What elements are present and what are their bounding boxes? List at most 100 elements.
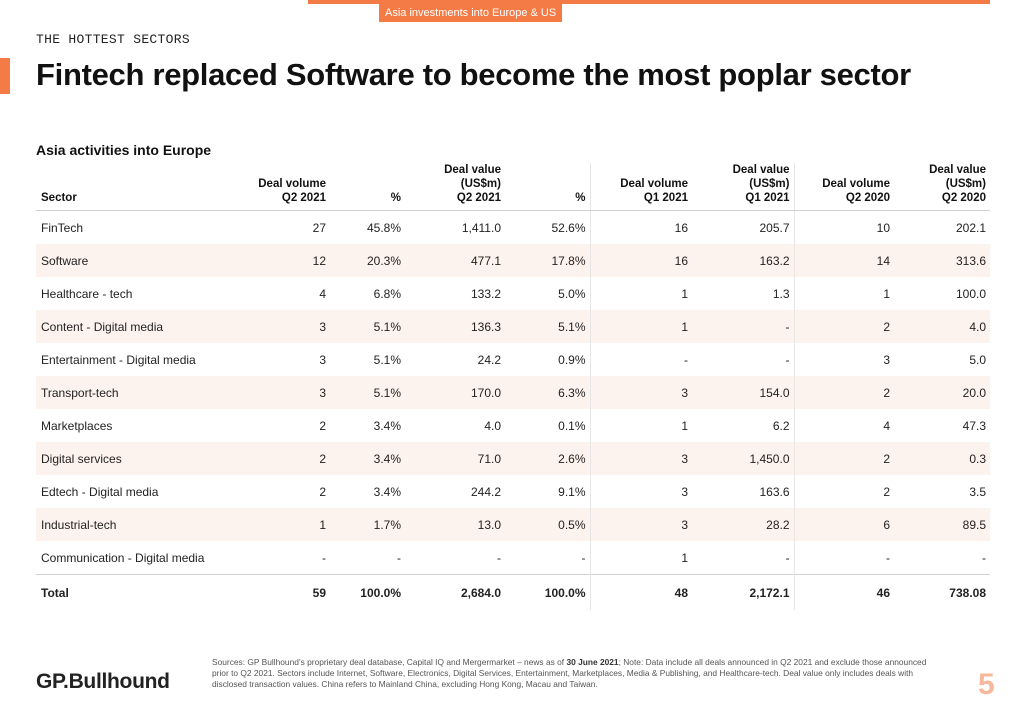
table-row: Software 12 20.3% 477.1 17.8% 16 163.2 14 313.6 [36,244,990,277]
value-cell: 0.3 [894,442,990,475]
value-cell: 3 [226,310,330,343]
column-header-line: Q2 2021 [456,192,501,204]
value-cell: 2 [793,376,894,409]
column-header-line: Deal value [929,164,986,176]
total-row: Total 59 100.0% 2,684.0 100.0% 48 2,172.1 46 738… [36,574,990,610]
value-cell: 2 [319,418,326,433]
value-cell: 1.7% [330,508,405,541]
column-header-line: Deal volume [258,178,326,190]
value-cell: 136.3 [405,310,505,343]
column-header: Sector [36,163,226,211]
column-header: Deal value (US$m) Q2 2020 [894,163,990,211]
value-cell: 477.1 [405,244,505,277]
table-row: Industrial-tech 1 1.7% 13.0 0.5% 3 28.2 6 89.5 [36,508,990,541]
value-cell: 1,411.0 [461,220,501,235]
value-cell: 3 [589,475,692,508]
value-cell: 2 [793,310,894,343]
value-cell: 100.0% [505,574,590,610]
value-cell: 5.0 [969,352,986,367]
section-label: THE HOTTEST SECTORS [36,32,190,47]
value-cell: - [397,550,401,565]
value-cell: 28.2 [692,508,794,541]
table-row: FinTech 27 45.8% 1,411.0 52.6% 16 205.7 10 202.1 [36,210,990,244]
value-cell: 6.2 [772,418,790,433]
value-cell: 16 [589,210,692,244]
value-cell: 59 [226,574,330,610]
value-cell: 16 [589,244,692,277]
column-header-line: (US$m) [749,178,790,190]
table-row: Entertainment - Digital media 3 5.1% 24.2 0.… [36,343,990,376]
section-tab: Asia investments into Europe & US [379,4,563,22]
value-cell: - [785,550,790,565]
column-header: Deal volume Q1 2021 [589,163,692,211]
value-cell: 2,172.1 [692,574,794,610]
table-title: Asia activities into Europe [36,142,212,158]
sector-cell: Entertainment - Digital media [41,352,196,367]
column-header: Deal value (US$m) Q2 2021 [405,163,505,211]
table-row: Content - Digital media 3 5.1% 136.3 5.1% 1-2… [36,310,990,343]
value-cell: 48 [589,574,692,610]
value-cell: 52.6% [551,220,586,235]
value-cell: 2,684.0 [405,574,505,610]
sector-cell: Content - Digital media [36,310,226,343]
value-cell: 1 [589,310,692,343]
value-cell: 3.4% [330,442,405,475]
column-header-line: (US$m) [460,178,501,190]
value-cell: 1 [793,277,894,310]
value-cell: 1 [589,541,692,575]
column-header-line: Q1 2021 [643,192,688,204]
column-header-line: % [390,192,401,204]
value-cell: 6.3% [505,376,590,409]
value-cell: 2 [793,475,894,508]
value-cell: 4 [319,286,326,301]
table-row: Digital services 2 3.4% 71.0 2.6% 3 1,450.0 2 0.… [36,442,990,475]
value-cell: 9.1% [558,484,586,499]
table-header-row: Sector Deal volume Q2 2021% Deal value (US$m… [36,163,990,211]
sector-cell: Communication - Digital media [41,550,205,565]
column-header-line: (US$m) [945,178,986,190]
value-cell: 27 [312,220,326,235]
value-cell: 133.2 [470,286,501,301]
value-cell: 2 [793,442,894,475]
sector-cell: Edtech - Digital media [41,484,159,499]
value-cell: 163.6 [759,484,790,499]
column-header-line: Q2 2021 [281,192,326,204]
value-cell: 13.0 [405,508,505,541]
column-header-line: Sector [41,192,77,204]
value-cell: 1 [589,409,692,442]
value-cell: 4.0 [894,310,990,343]
value-cell: 3.4% [373,484,401,499]
value-cell: 244.2 [470,484,501,499]
table-body: FinTech 27 45.8% 1,411.0 52.6% 16 205.7 10 202.1… [36,210,990,610]
value-cell: 170.0 [405,376,505,409]
value-cell: 71.0 [405,442,505,475]
column-header-line: Deal value [732,164,790,176]
sources-note: Sources: GP Bullhound’s proprietary deal… [212,657,942,690]
table-row: Healthcare - tech 4 6.8% 133.2 5.0% 1 1.3 1 100.… [36,277,990,310]
column-header: % [330,163,405,211]
sources-note-post: ; Note: Data include all deals announced… [212,657,927,689]
value-cell: 3.4% [373,418,401,433]
value-cell: 3 [589,508,692,541]
value-cell: 100.0 [955,286,986,301]
value-cell: - [581,550,586,565]
value-cell: - [497,550,501,565]
sector-table: Sector Deal volume Q2 2021% Deal value (US$m… [36,163,990,610]
column-header: Deal volume Q2 2021 [226,163,330,211]
value-cell: 47.3 [962,418,986,433]
value-cell: 5.1% [330,310,405,343]
value-cell: 202.1 [955,220,986,235]
value-cell: 738.08 [894,574,990,610]
top-accent-bar [308,0,990,4]
column-header: Deal volume Q2 2020 [793,163,894,211]
value-cell: 45.8% [366,220,401,235]
page-number: 5 [978,668,995,701]
value-cell: - [982,550,986,565]
value-cell: 3 [589,442,692,475]
value-cell: 1 [589,277,692,310]
value-cell: 3 [793,343,894,376]
value-cell: 154.0 [692,376,794,409]
sector-cell: FinTech [41,220,84,235]
value-cell: 24.2 [477,352,501,367]
column-header-line: Q2 2020 [845,192,890,204]
